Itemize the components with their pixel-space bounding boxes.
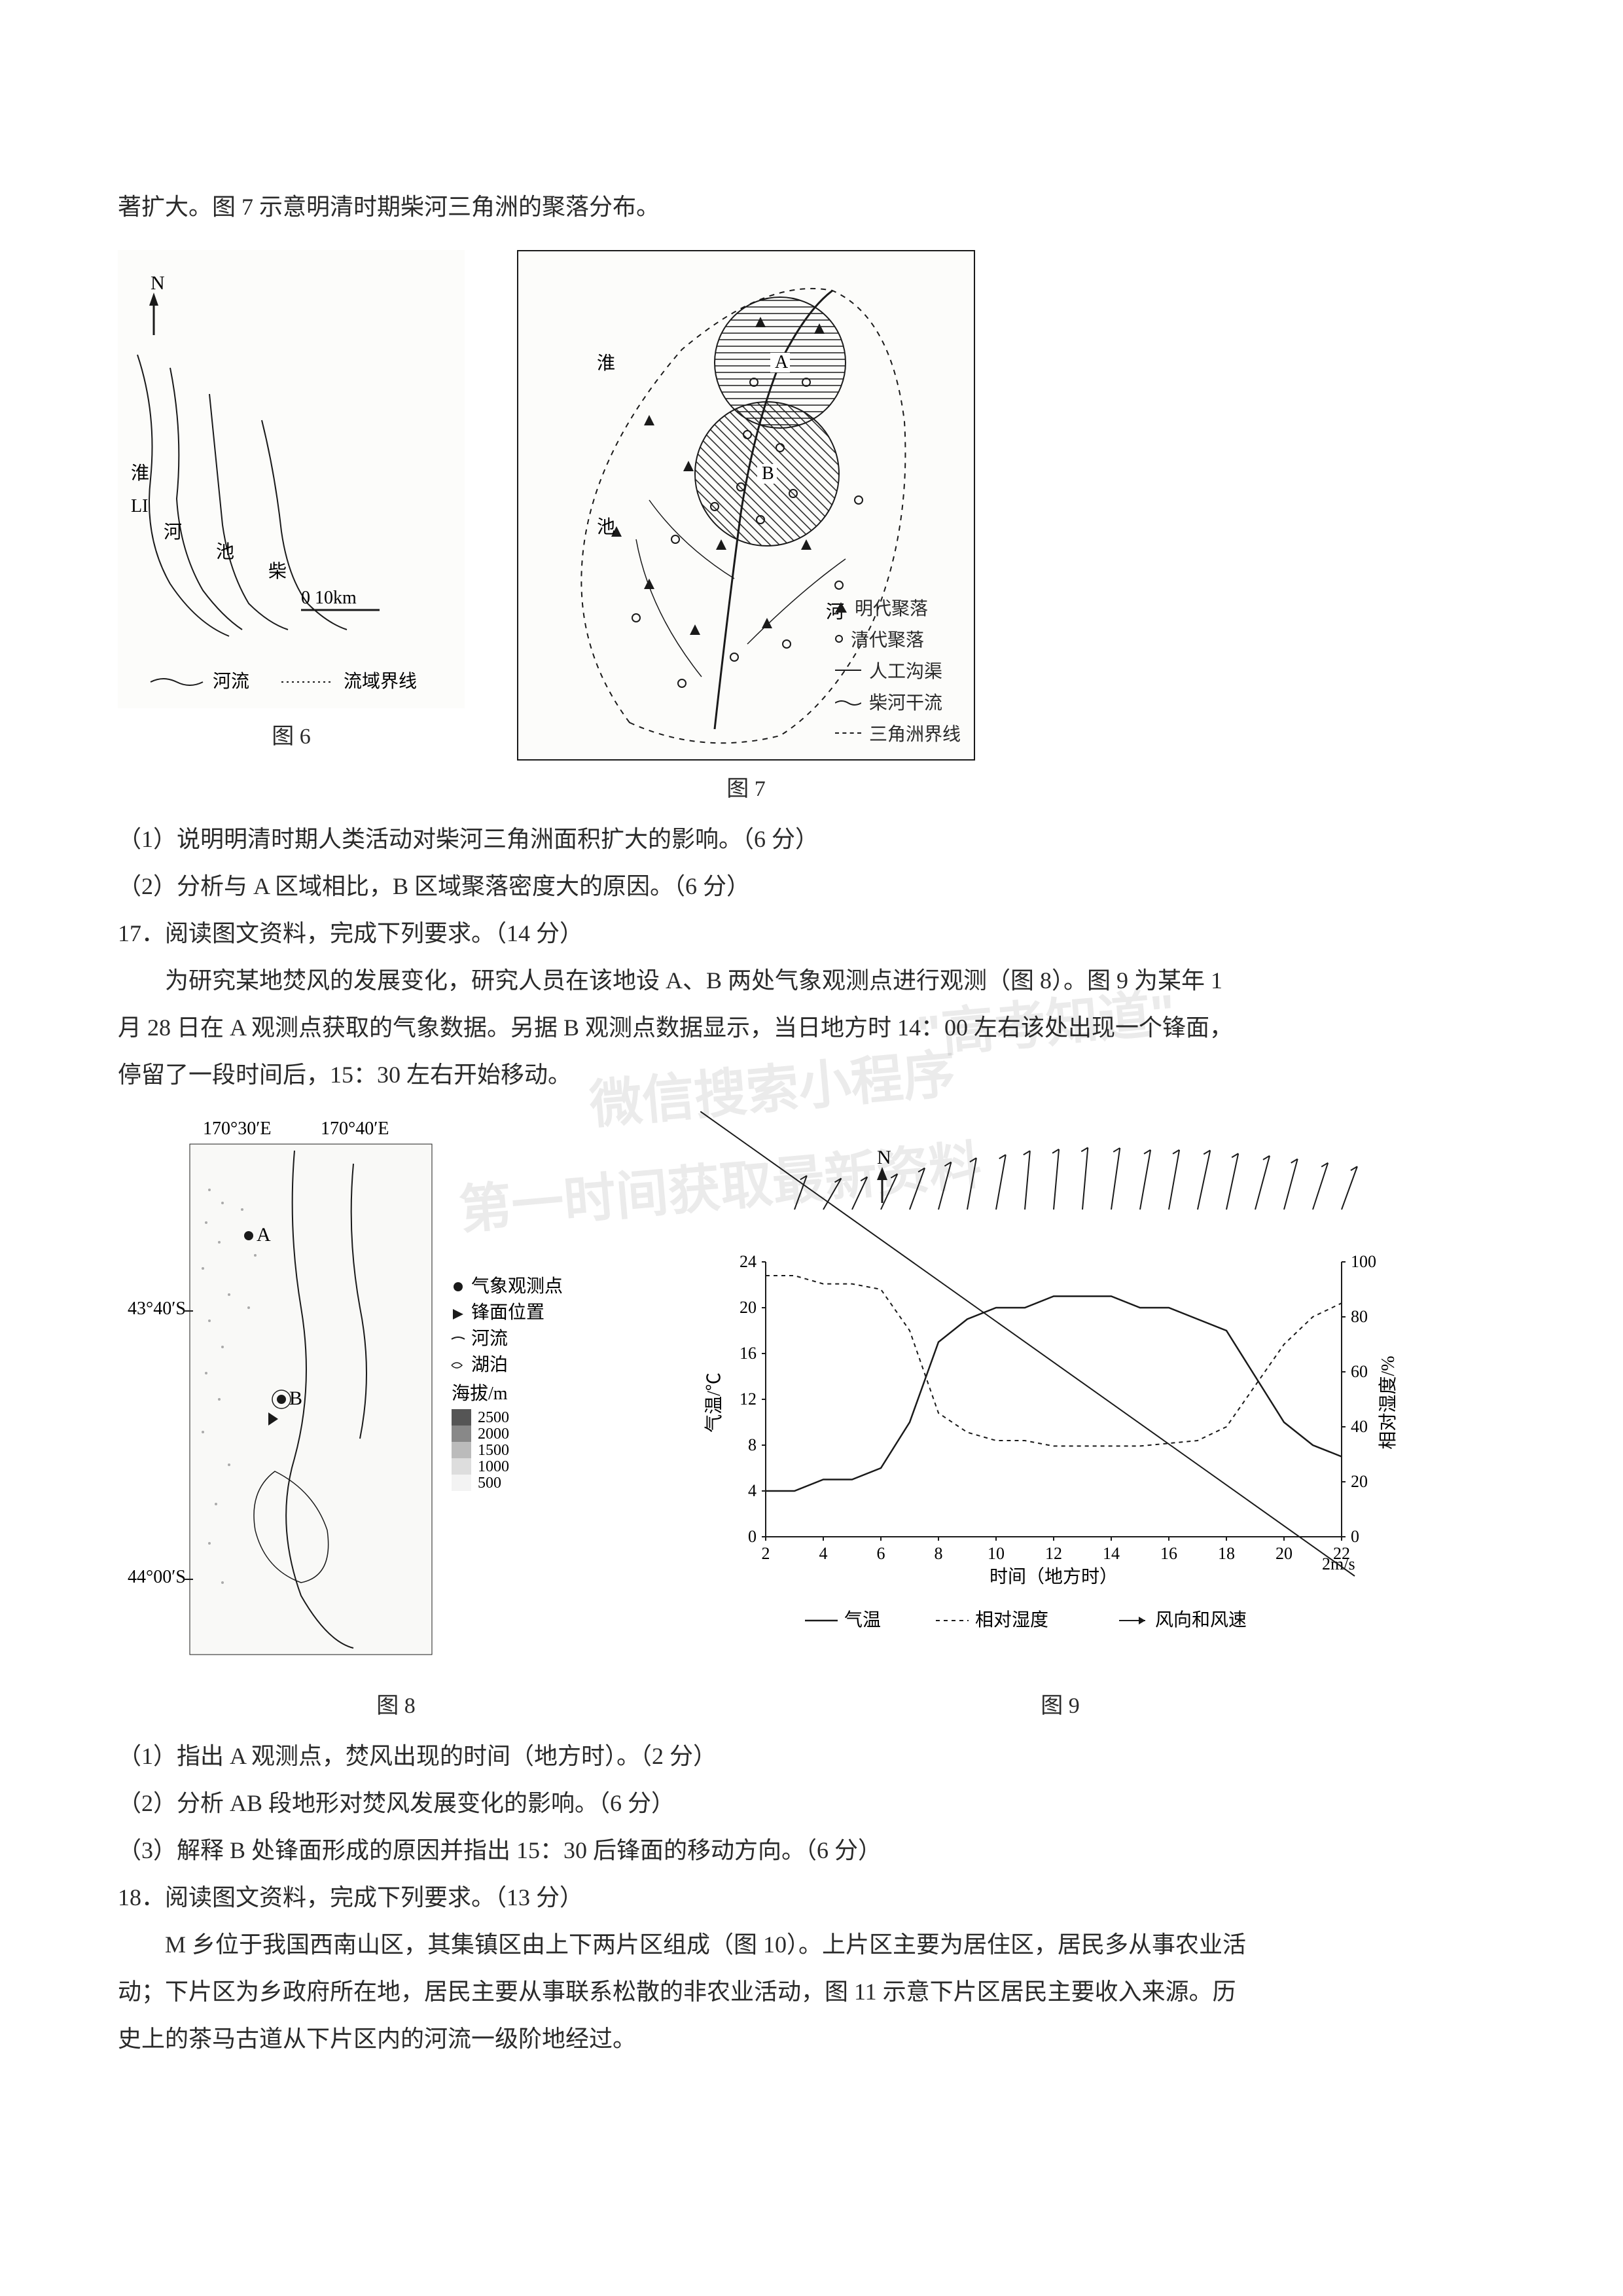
figure-6: N 淮 LI 河 池 柴 0 10km 河流 bbox=[118, 250, 465, 802]
fig6-svg: N 淮 LI 河 池 柴 0 10km 河流 bbox=[118, 250, 465, 708]
svg-text:0: 0 bbox=[1351, 1527, 1359, 1546]
fig8-svg: 170°30′E 170°40′E A B bbox=[118, 1111, 674, 1674]
fig9-caption: 图 9 bbox=[700, 1687, 1420, 1719]
svg-text:170°40′E: 170°40′E bbox=[321, 1119, 389, 1139]
fig6-caption: 图 6 bbox=[118, 718, 465, 750]
svg-text:A: A bbox=[775, 352, 789, 372]
figure-7: A B bbox=[517, 250, 975, 802]
q17-body1: 为研究某地焚风的发展变化，研究人员在该地设 A、B 两处气象观测点进行观测（图 … bbox=[118, 957, 1505, 1004]
svg-text:气温: 气温 bbox=[844, 1609, 881, 1630]
svg-text:170°30′E: 170°30′E bbox=[203, 1119, 271, 1139]
q17-3: （3）解释 B 处锋面形成的原因并指出 15：30 后锋面的移动方向。（6 分） bbox=[118, 1827, 1505, 1874]
svg-text:20: 20 bbox=[1275, 1544, 1293, 1563]
q18-body1: M 乡位于我国西南山区，其集镇区由上下两片区组成（图 10）。上片区主要为居住区… bbox=[118, 1921, 1505, 1968]
svg-text:N: N bbox=[877, 1147, 891, 1168]
svg-text:20: 20 bbox=[1351, 1472, 1368, 1491]
svg-text:12: 12 bbox=[740, 1390, 757, 1408]
svg-text:河流: 河流 bbox=[471, 1328, 508, 1349]
svg-text:相对湿度/%: 相对湿度/% bbox=[1378, 1355, 1399, 1449]
q17-1: （1）指出 A 观测点，焚风出现的时间（地方时）。（2 分） bbox=[118, 1732, 1505, 1780]
svg-text:8: 8 bbox=[935, 1544, 943, 1563]
q18-header: 18．阅读图文资料，完成下列要求。（13 分） bbox=[118, 1874, 1505, 1921]
svg-text:0 10km: 0 10km bbox=[301, 588, 357, 608]
svg-text:43°40′S: 43°40′S bbox=[128, 1299, 186, 1319]
figures-8-9-row: 170°30′E 170°40′E A B bbox=[118, 1111, 1505, 1719]
fig7-caption: 图 7 bbox=[517, 770, 975, 802]
svg-text:淮: 淮 bbox=[597, 353, 615, 374]
svg-text:气温/℃: 气温/℃ bbox=[704, 1372, 724, 1433]
svg-text:池: 池 bbox=[597, 516, 615, 537]
svg-text:40: 40 bbox=[1351, 1417, 1368, 1436]
svg-text:2500: 2500 bbox=[478, 1409, 509, 1426]
svg-text:4: 4 bbox=[819, 1544, 828, 1563]
svg-text:8: 8 bbox=[748, 1435, 757, 1454]
q16-1: （1）说明明清时期人类活动对柴河三角洲面积扩大的影响。（6 分） bbox=[118, 816, 1505, 863]
svg-text:N: N bbox=[151, 272, 165, 294]
svg-text:1500: 1500 bbox=[478, 1442, 509, 1459]
svg-text:相对湿度: 相对湿度 bbox=[975, 1609, 1048, 1630]
figures-6-7-row: N 淮 LI 河 池 柴 0 10km 河流 bbox=[118, 250, 1505, 802]
svg-text:流域界线: 流域界线 bbox=[344, 671, 417, 692]
svg-text:6: 6 bbox=[877, 1544, 885, 1563]
svg-text:湖泊: 湖泊 bbox=[471, 1354, 508, 1375]
svg-text:100: 100 bbox=[1351, 1252, 1376, 1271]
svg-text:LI: LI bbox=[131, 496, 148, 516]
svg-text:18: 18 bbox=[1218, 1544, 1235, 1563]
svg-text:2000: 2000 bbox=[478, 1426, 509, 1443]
svg-text:河: 河 bbox=[164, 522, 182, 543]
svg-text:池: 池 bbox=[216, 541, 234, 562]
intro-line: 著扩大。图 7 示意明清时期柴河三角洲的聚落分布。 bbox=[118, 183, 1505, 230]
svg-text:风向和风速: 风向和风速 bbox=[1155, 1609, 1247, 1630]
svg-text:气象观测点: 气象观测点 bbox=[471, 1276, 563, 1297]
svg-text:24: 24 bbox=[740, 1252, 757, 1271]
svg-text:4: 4 bbox=[748, 1481, 757, 1500]
svg-text:16: 16 bbox=[740, 1344, 757, 1363]
svg-text:淮: 淮 bbox=[131, 463, 149, 484]
svg-text:20: 20 bbox=[740, 1298, 757, 1317]
q17-body2: 月 28 日在 A 观测点获取的气象数据。另据 B 观测点数据显示，当日地方时 … bbox=[118, 1004, 1505, 1051]
q16-2: （2）分析与 A 区域相比，B 区域聚落密度大的原因。（6 分） bbox=[118, 863, 1505, 910]
svg-text:80: 80 bbox=[1351, 1307, 1368, 1326]
fig9-svg: N 04812162024 020406080100 2468101214161… bbox=[700, 1111, 1420, 1674]
svg-text:B: B bbox=[289, 1388, 302, 1409]
svg-text:A: A bbox=[257, 1224, 271, 1246]
figure-9: N 04812162024 020406080100 2468101214161… bbox=[700, 1111, 1420, 1719]
q17-2: （2）分析 AB 段地形对焚风发展变化的影响。（6 分） bbox=[118, 1780, 1505, 1827]
svg-text:柴: 柴 bbox=[268, 561, 287, 582]
fig7-legend: 明代聚落 清代聚落 人工沟渠 柴河干流 三角洲界线 bbox=[835, 594, 961, 746]
fig8-caption: 图 8 bbox=[118, 1687, 674, 1719]
svg-text:时间（地方时）: 时间（地方时） bbox=[990, 1566, 1118, 1587]
svg-text:2: 2 bbox=[762, 1544, 770, 1563]
svg-text:10: 10 bbox=[988, 1544, 1005, 1563]
q17-header: 17．阅读图文资料，完成下列要求。（14 分） bbox=[118, 910, 1505, 957]
svg-text:海拔/m: 海拔/m bbox=[452, 1383, 508, 1404]
svg-text:500: 500 bbox=[478, 1475, 501, 1492]
figure-8: 170°30′E 170°40′E A B bbox=[118, 1111, 674, 1719]
svg-text:16: 16 bbox=[1160, 1544, 1177, 1563]
svg-text:44°00′S: 44°00′S bbox=[128, 1567, 186, 1587]
svg-text:B: B bbox=[762, 463, 774, 484]
svg-text:河流: 河流 bbox=[213, 671, 249, 692]
svg-text:0: 0 bbox=[748, 1527, 757, 1546]
svg-text:12: 12 bbox=[1045, 1544, 1062, 1563]
q17-body3: 停留了一段时间后，15：30 左右开始移动。 bbox=[118, 1051, 1505, 1098]
svg-text:14: 14 bbox=[1103, 1544, 1120, 1563]
svg-text:锋面位置: 锋面位置 bbox=[471, 1302, 544, 1323]
svg-text:60: 60 bbox=[1351, 1362, 1368, 1381]
q18-body2: 动；下片区为乡政府所在地，居民主要从事联系松散的非农业活动，图 11 示意下片区… bbox=[118, 1968, 1505, 2015]
q18-body3: 史上的茶马古道从下片区内的河流一级阶地经过。 bbox=[118, 2015, 1505, 2062]
svg-text:1000: 1000 bbox=[478, 1458, 509, 1475]
